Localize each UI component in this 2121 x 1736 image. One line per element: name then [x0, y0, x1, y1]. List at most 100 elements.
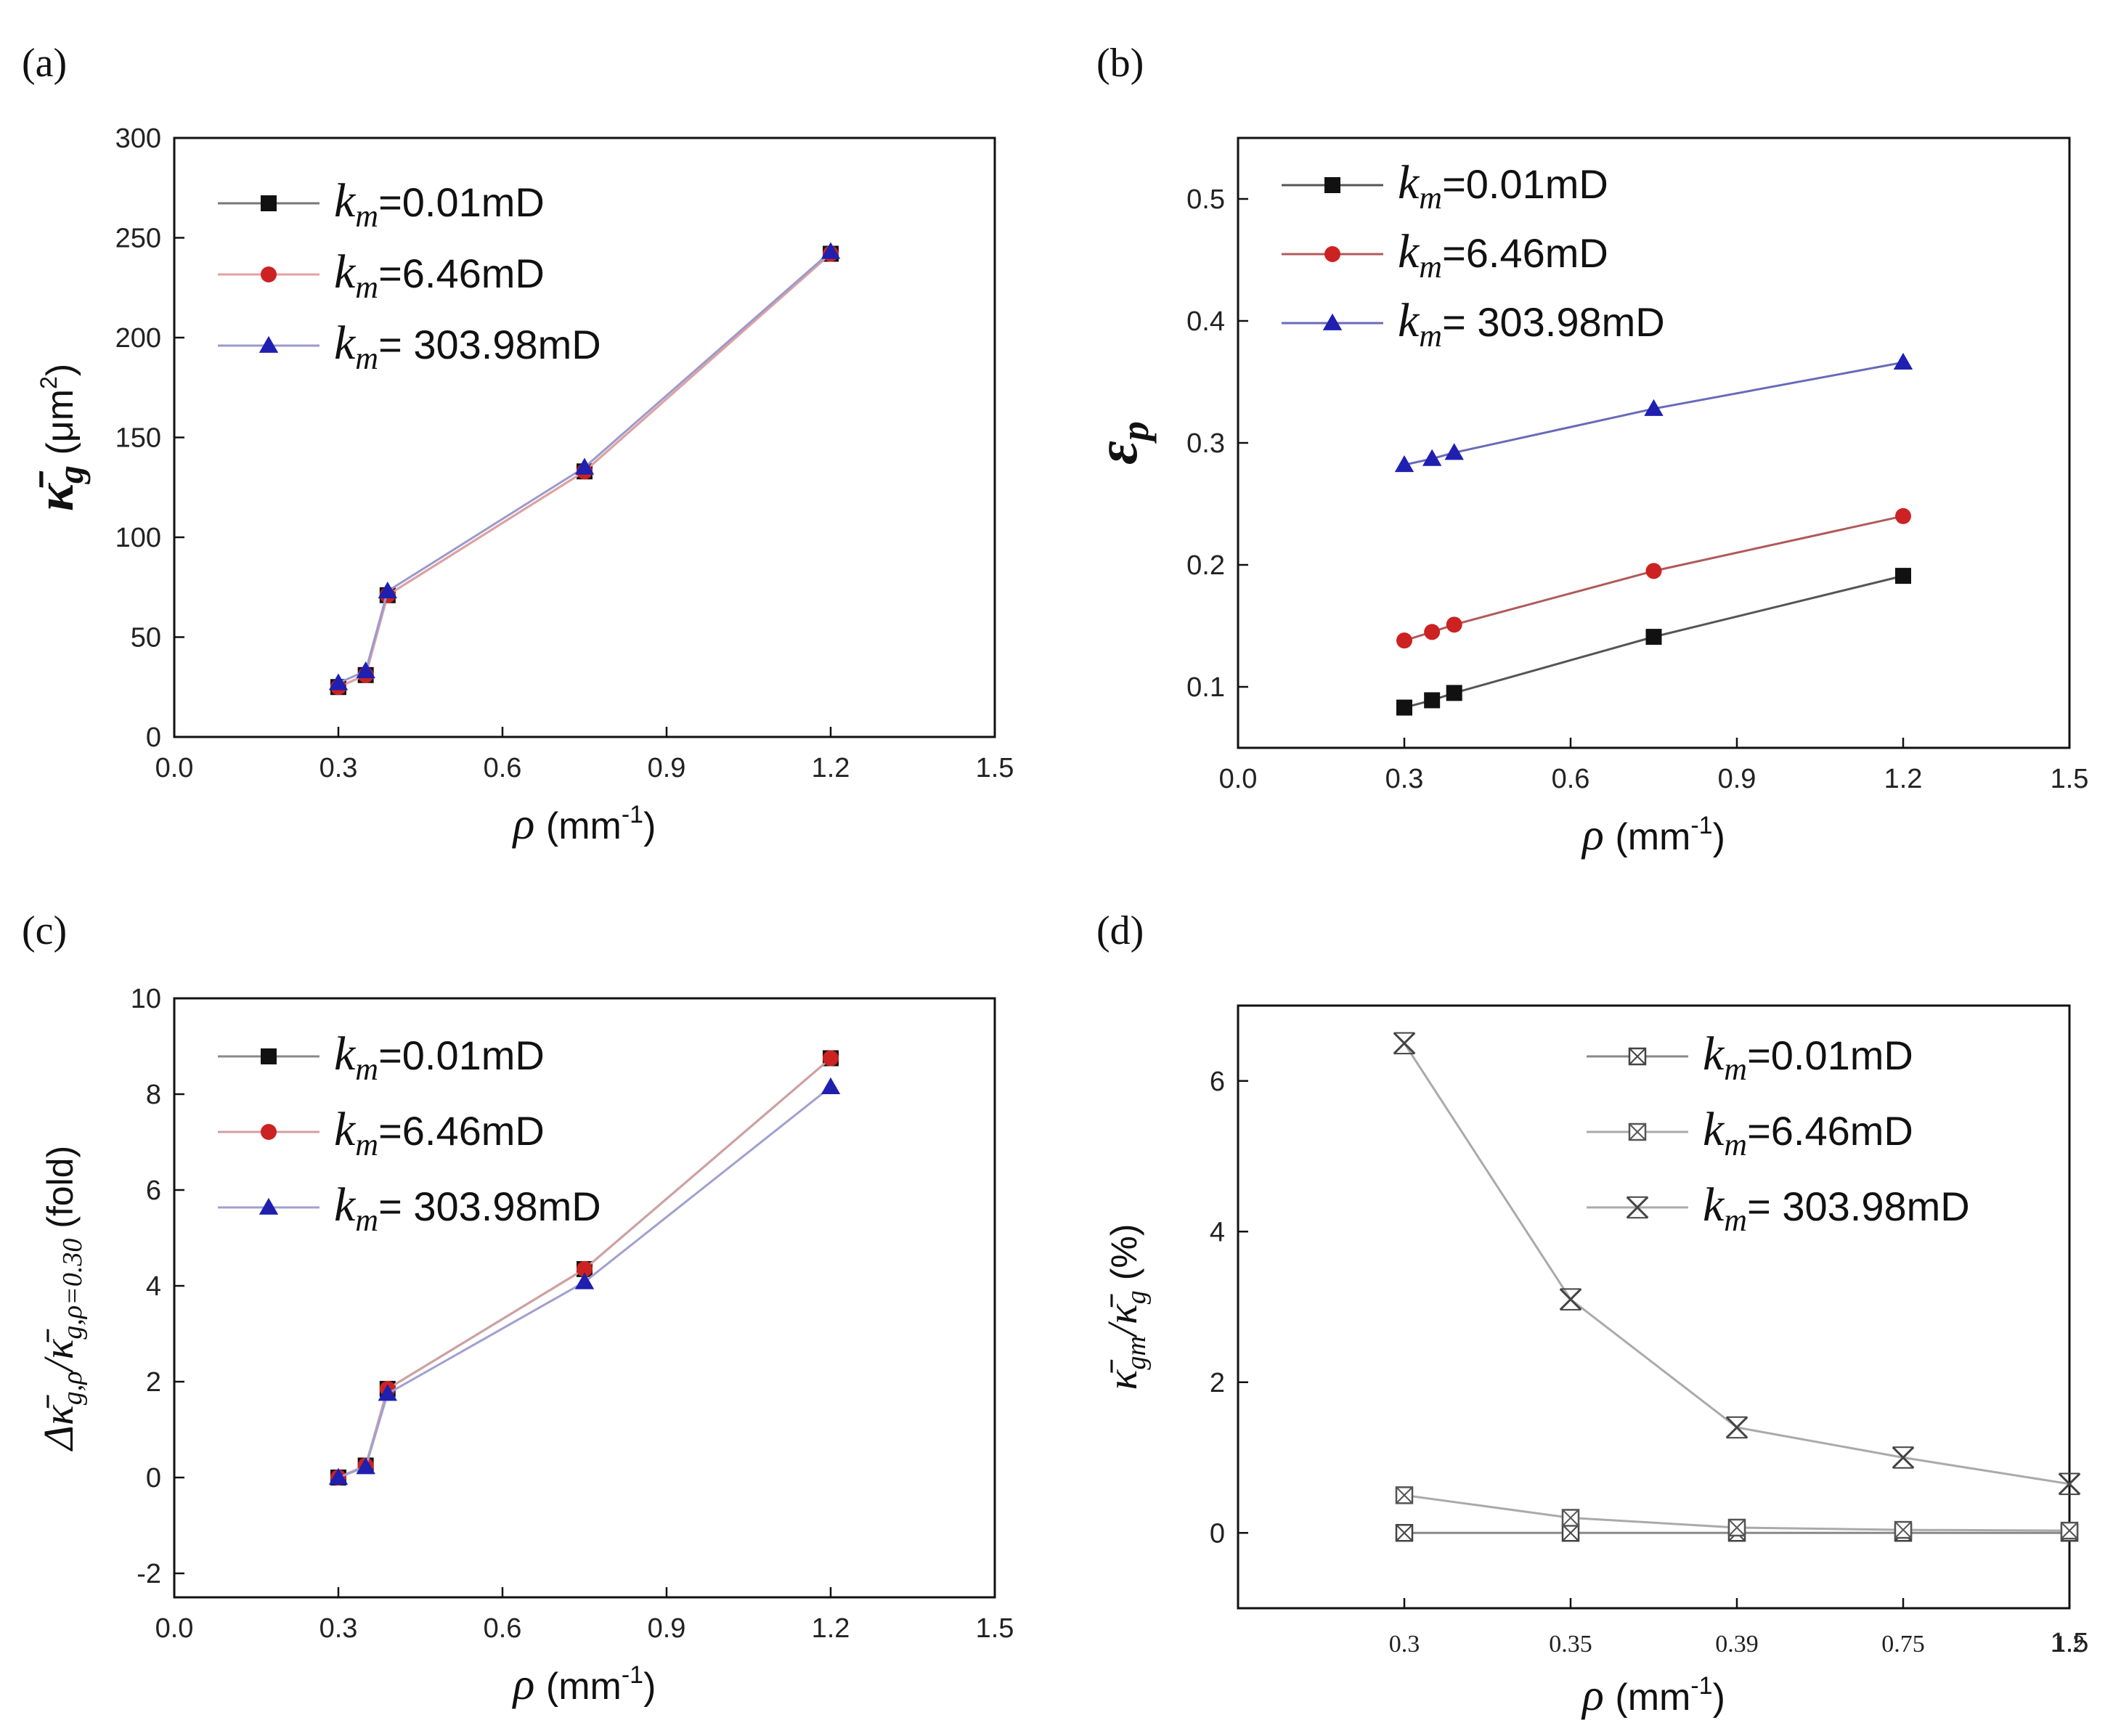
data-point — [356, 1457, 375, 1475]
legend-label: km=0.01mD — [1398, 156, 1608, 216]
x-tick-label: 0.0 — [155, 1613, 194, 1644]
data-point — [1727, 1518, 1746, 1537]
x-tick-label: 0.0 — [1219, 764, 1258, 794]
legend-marker — [1628, 1047, 1647, 1066]
panel-d-letter: (d) — [1096, 908, 1144, 953]
data-point — [1895, 508, 1911, 524]
x-tick-label: 0.75 — [1881, 1631, 1925, 1658]
data-point — [1645, 629, 1662, 645]
x-tick-label: 1.2 — [2054, 1631, 2085, 1658]
panel-a-letter: (a) — [22, 41, 67, 86]
x-tick-label: 0.3 — [319, 1613, 358, 1644]
x-tick-label: 1.5 — [2051, 764, 2089, 794]
y-axis-title: κ̄gm/κ̄g (%) — [1099, 1224, 1152, 1390]
legend: km=0.01mD km=6.46mD km= 303.98mD — [1282, 156, 1665, 354]
legend-marker — [258, 335, 279, 353]
legend-label: km=6.46mD — [334, 1103, 545, 1162]
legend-marker — [261, 266, 277, 282]
plot-d: 0.3 0.35 0.39 0.75 1.21.5 0 2 4 6 ρ (mm-1) κ̄gm/κ̄… — [1099, 1004, 2089, 1720]
x-tick-label: 1.5 — [976, 1613, 1014, 1644]
data-point — [1644, 399, 1664, 416]
legend-label: km= 303.98mD — [1398, 294, 1665, 354]
y-tick-label: 200 — [115, 323, 161, 354]
x-tick-label: 0.3 — [319, 753, 358, 783]
data-point — [821, 1077, 841, 1094]
y-tick-label: 8 — [146, 1080, 161, 1110]
series-2 — [1393, 1032, 2081, 1496]
data-point — [1395, 1486, 1414, 1504]
data-point — [1394, 455, 1414, 473]
data-point — [1393, 1032, 1416, 1055]
data-point — [1645, 563, 1662, 579]
legend-marker — [258, 1197, 279, 1215]
y-tick-label: 300 — [115, 123, 161, 154]
x-tick-label: 0.0 — [155, 753, 194, 783]
x-tick-label: 1.2 — [1884, 764, 1923, 794]
x-axis-title: ρ (mm-1) — [512, 799, 656, 849]
data-point — [1725, 1416, 1748, 1439]
y-tick-label: 6 — [146, 1175, 161, 1206]
data-point — [328, 673, 349, 690]
data-point — [356, 661, 375, 679]
y-tick-label: 0.3 — [1186, 428, 1225, 459]
y-tick-label: 6 — [1210, 1067, 1225, 1097]
data-point — [1422, 449, 1442, 466]
data-point — [1894, 1520, 1913, 1539]
legend-marker — [1626, 1196, 1649, 1219]
legend: km=0.01mD km=6.46mD km= 303.98mD — [218, 1027, 601, 1238]
data-point — [1559, 1288, 1582, 1311]
legend: km=0.01mD km=6.46mD km= 303.98mD — [218, 174, 601, 376]
data-point — [2058, 1472, 2081, 1496]
x-tick-label: 0.39 — [1715, 1631, 1759, 1658]
data-point — [1446, 616, 1462, 633]
panel-a: (a) 0.0 0.3 0.6 0.9 1.2 1.5 0 50 100 150 200 250 300… — [22, 41, 1014, 849]
y-tick-label: 250 — [115, 224, 161, 254]
series-0 — [1396, 568, 1911, 716]
data-point — [574, 1272, 595, 1289]
data-point — [2060, 1521, 2079, 1540]
legend-label: km= 303.98mD — [334, 317, 601, 376]
plot-c: 0.0 0.3 0.6 0.9 1.2 1.5 -2 0 2 4 6 8 10 ρ (mm-1) Δκ̄g,… — [35, 984, 1014, 1709]
data-point — [1396, 632, 1412, 649]
x-tick-label: 0.3 — [1389, 1631, 1420, 1658]
panel-b: (b) 0.0 0.3 0.6 0.9 1.2 1.5 0.1 0.2 0.3 0.4 0.5 ρ (… — [1086, 41, 2088, 860]
plot-frame — [173, 136, 996, 738]
series-2 — [328, 242, 841, 690]
data-point — [1561, 1524, 1580, 1542]
data-point — [821, 242, 841, 259]
x-tick-label: 0.35 — [1549, 1631, 1592, 1658]
legend-label: km=0.01mD — [1703, 1027, 1913, 1087]
data-point — [1396, 699, 1412, 716]
legend-label: km=6.46mD — [334, 245, 545, 305]
x-tick-label: 0.6 — [484, 753, 522, 783]
x-tick-label: 1.5 — [2051, 1628, 2089, 1658]
y-tick-label: 2 — [1210, 1368, 1225, 1398]
data-point — [1424, 624, 1441, 640]
legend-label: km=6.46mD — [1703, 1103, 1913, 1162]
plot-frame — [173, 997, 996, 1599]
plot-b: 0.0 0.3 0.6 0.9 1.2 1.5 0.1 0.2 0.3 0.4 0.5 ρ (mm-1… — [1086, 136, 2089, 860]
x-tick-label: 0.6 — [484, 1613, 522, 1644]
data-point — [1895, 568, 1911, 584]
x-axis-title: ρ (mm-1) — [1581, 1671, 1725, 1720]
x-tick-label: 1.2 — [812, 1613, 850, 1644]
y-tick-label: 4 — [1210, 1217, 1225, 1247]
plot-frame — [1237, 1004, 2071, 1610]
y-tick-label: 2 — [146, 1367, 161, 1398]
y-tick-label: 100 — [115, 523, 161, 553]
series-2 — [328, 1077, 841, 1485]
series-1 — [1396, 508, 1911, 649]
legend-marker — [1628, 1122, 1647, 1141]
data-point — [1424, 692, 1441, 709]
y-tick-label: 0 — [146, 722, 161, 753]
x-tick-label: 0.9 — [1718, 764, 1756, 794]
x-tick-label: 0.9 — [648, 753, 686, 783]
legend-marker — [1322, 313, 1343, 330]
panel-c: (c) 0.0 0.3 0.6 0.9 1.2 1.5 -2 0 2 4 6 8 10 ρ (mm-1) Δ… — [22, 908, 1014, 1709]
x-tick-label: 1.2 — [812, 753, 850, 783]
y-tick-label: 0 — [1210, 1518, 1225, 1549]
data-point — [574, 457, 595, 475]
y-tick-label: 4 — [146, 1271, 161, 1302]
series-1 — [1395, 1486, 2079, 1540]
data-point — [1561, 1509, 1580, 1527]
